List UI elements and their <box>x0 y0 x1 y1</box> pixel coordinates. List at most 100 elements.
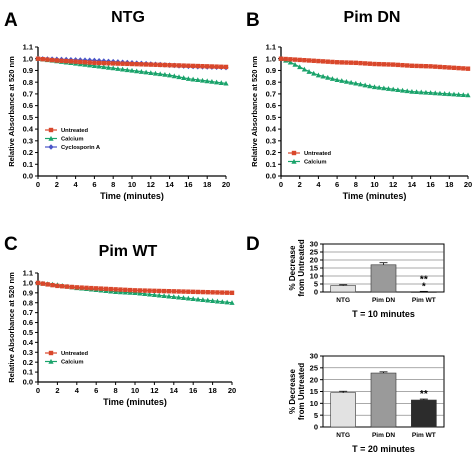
data-point <box>297 57 302 63</box>
data-point <box>143 62 149 67</box>
data-point <box>437 64 443 70</box>
data-point <box>409 88 415 94</box>
data-point <box>64 284 70 289</box>
data-point <box>176 63 182 68</box>
legend-label: Calcium <box>61 137 84 143</box>
data-point <box>176 74 182 80</box>
x-tick-label: NTG <box>336 297 350 304</box>
y-tick-label: 0.7 <box>266 90 276 99</box>
y-tick-label: 0 <box>314 423 318 432</box>
y-tick-label: 0.5 <box>23 113 33 122</box>
data-point <box>89 285 94 291</box>
y-tick-label: 0.6 <box>23 318 33 327</box>
data-point <box>385 86 392 91</box>
data-point <box>151 292 157 297</box>
y-tick-label: 0.1 <box>23 368 33 377</box>
data-point <box>437 90 443 96</box>
y-tick-label: 0.6 <box>23 101 33 110</box>
data-point <box>54 58 59 63</box>
data-point <box>223 80 229 86</box>
y-tick-label: 5 <box>314 411 318 420</box>
y-axis-label-line-1: % Decrease <box>288 368 297 413</box>
data-point <box>447 65 452 70</box>
data-point <box>301 66 307 72</box>
line-chart-ntg: 0.0 0.1 0.2 0.3 0.4 0.5 0.6 0.7 0.8 0.9 1.0 1.1 0 2 4 6… <box>7 43 230 201</box>
y-axis-label-line-2: from Untreated <box>297 239 306 296</box>
data-point <box>460 92 466 97</box>
data-point <box>123 287 128 293</box>
panel-title-a: NTG <box>111 9 145 26</box>
series-untreated <box>35 56 229 70</box>
y-tick-label: 0.3 <box>266 136 276 145</box>
y-tick-label: 15 <box>310 264 318 273</box>
data-point <box>125 61 130 67</box>
data-point <box>451 65 457 71</box>
y-tick-label: 15 <box>310 387 318 396</box>
data-point <box>87 60 92 65</box>
data-point <box>210 298 216 303</box>
data-point <box>98 286 104 291</box>
data-point <box>195 63 200 69</box>
data-point <box>391 62 396 67</box>
data-point <box>214 64 219 69</box>
y-tick-label: 0.0 <box>23 378 33 387</box>
data-point <box>172 63 177 68</box>
x-tick-label: Pim WT <box>412 297 436 304</box>
legend-marker <box>48 135 54 141</box>
data-point <box>330 59 335 65</box>
data-point <box>101 64 107 70</box>
y-tick-label: 5 <box>314 280 318 289</box>
data-point <box>371 84 378 90</box>
data-point <box>158 62 163 68</box>
data-point <box>45 282 50 287</box>
data-point <box>84 285 89 291</box>
y-tick-label: 1.0 <box>23 54 33 63</box>
data-point <box>94 286 99 291</box>
y-axis-label: Relative Absorbance at 520 nm <box>7 56 16 167</box>
data-point <box>353 80 359 86</box>
data-point <box>339 60 344 65</box>
x-tick-label: 12 <box>150 386 158 395</box>
data-point <box>171 73 177 79</box>
x-axis-label: Time (minutes) <box>103 397 167 407</box>
x-tick-label: 2 <box>298 180 302 189</box>
data-point <box>334 60 340 65</box>
data-point <box>224 299 230 305</box>
data-point <box>339 78 345 83</box>
legend-label: Untreated <box>61 351 89 357</box>
data-point <box>73 59 78 64</box>
y-tick-label: 0.9 <box>23 288 33 297</box>
x-axis-label: Time (minutes) <box>100 191 164 201</box>
data-point <box>414 63 419 69</box>
series-untreated <box>278 56 471 71</box>
x-tick-label: 0 <box>279 180 283 189</box>
data-point <box>181 75 187 80</box>
data-point <box>456 65 461 71</box>
data-point <box>148 70 154 75</box>
panel-title-b: Pim DN <box>344 9 401 26</box>
series-untreated <box>35 280 235 296</box>
data-point <box>91 63 97 68</box>
data-point <box>214 298 221 304</box>
data-point <box>292 61 298 67</box>
data-point <box>139 62 144 67</box>
y-tick-label: 0.5 <box>266 113 276 122</box>
data-point <box>287 59 293 65</box>
y-tick-label: 1.0 <box>23 279 33 288</box>
legend-marker <box>48 358 54 364</box>
data-point <box>134 61 139 67</box>
data-point <box>419 63 424 69</box>
data-point <box>185 295 191 301</box>
data-point <box>461 66 466 71</box>
y-tick-label: 20 <box>310 256 318 265</box>
data-point <box>348 60 354 65</box>
data-point <box>50 282 55 288</box>
data-point <box>148 62 153 67</box>
data-point <box>288 57 293 62</box>
x-tick-label: Pim DN <box>372 297 395 304</box>
y-axis-label: Relative Absorbance at 520 nm <box>7 272 16 383</box>
x-tick-label: 10 <box>128 180 136 189</box>
bar <box>411 399 437 428</box>
y-tick-label: 0.4 <box>266 125 277 134</box>
y-tick-label: 0.1 <box>23 160 33 169</box>
